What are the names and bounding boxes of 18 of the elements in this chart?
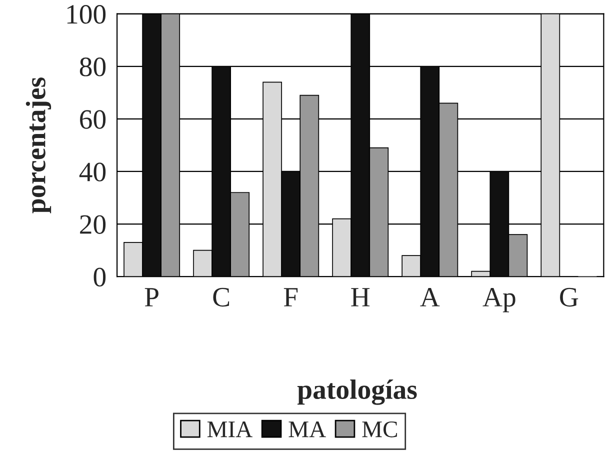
y-tick-label: 20 (80, 215, 106, 234)
x-tick-label: H (351, 288, 370, 306)
x-tick-label: A (420, 288, 440, 306)
legend-label: MC (362, 421, 397, 438)
x-tick-label: Ap (482, 288, 516, 312)
legend-label: MA (288, 421, 326, 438)
y-axis-title: porcentajes (26, 77, 52, 214)
x-tick-label: C (213, 288, 230, 307)
legend-label: MIA (207, 421, 252, 438)
x-tick-label: G (560, 288, 578, 307)
y-tick-label: 100 (67, 4, 106, 24)
y-tick-label: 80 (80, 58, 106, 76)
y-tick-label: 40 (79, 162, 106, 182)
y-tick-label: 60 (80, 110, 106, 129)
x-tick-label: F (284, 288, 298, 306)
x-axis-title: patologías (297, 379, 417, 405)
x-tick-label: P (144, 288, 158, 306)
y-tick-label: 0 (94, 268, 106, 287)
